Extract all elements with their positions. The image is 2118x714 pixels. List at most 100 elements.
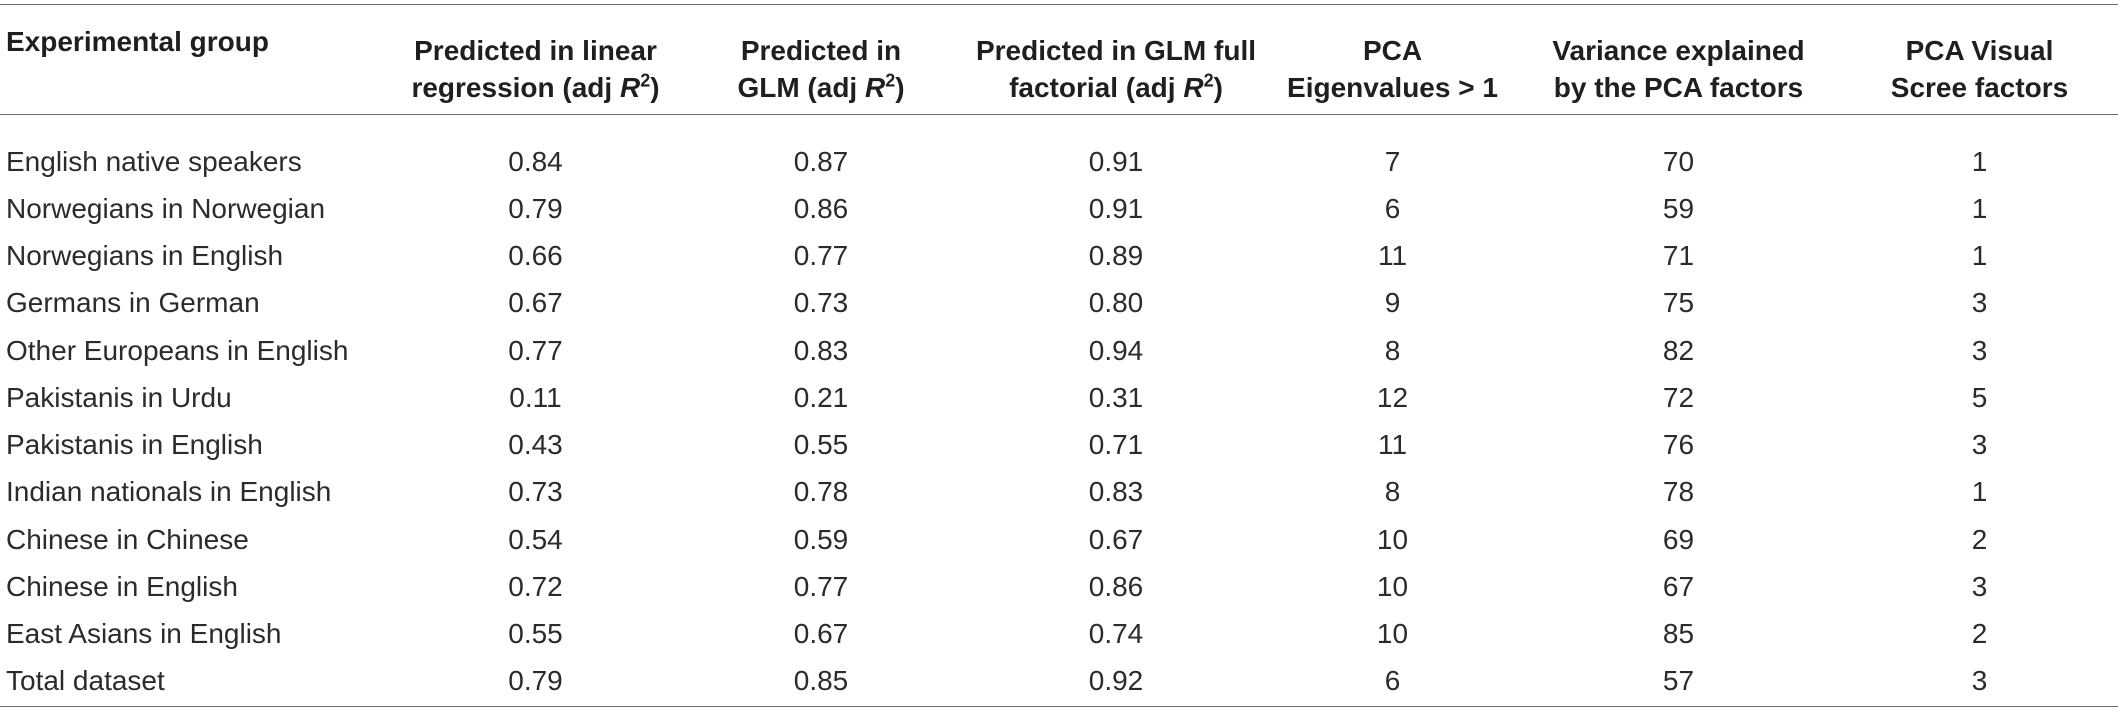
cell-pca-eigenvalues: 8 — [1384, 334, 1401, 366]
cell-variance-explained: 57 — [1662, 665, 1695, 697]
cell-glm: 0.55 — [793, 429, 849, 461]
cell-pca-eigenvalues: 10 — [1376, 618, 1409, 650]
header-pca-eigenvalues: PCA Eigenvalues > 1 — [1269, 5, 1516, 132]
table-bottom-rule — [0, 706, 2118, 707]
header-label-line2: Eigenvalues > 1 — [1287, 71, 1498, 103]
cell-variance-explained: 69 — [1662, 523, 1695, 555]
cell-experimental-group: Pakistanis in English — [6, 429, 263, 461]
cell-pca-eigenvalues: 10 — [1376, 523, 1409, 555]
header-label-close: ) — [1213, 71, 1223, 103]
header-label-line2: GLM (adj — [737, 71, 865, 103]
cell-pca-eigenvalues: 11 — [1377, 429, 1408, 461]
cell-glm-full-factorial: 0.83 — [1088, 476, 1144, 508]
table-row: English native speakers 0.84 0.87 0.91 7 70 1 — [0, 132, 2118, 185]
header-label-line1: Variance explained — [1552, 34, 1805, 66]
cell-pca-visual-scree: 3 — [1971, 287, 1988, 319]
header-label-line2: Scree factors — [1890, 71, 2069, 103]
cell-linear-regression: 0.67 — [508, 287, 563, 319]
cell-pca-eigenvalues: 12 — [1376, 381, 1409, 413]
header-superscript: 2 — [885, 70, 896, 91]
cell-variance-explained: 70 — [1662, 145, 1695, 177]
header-label-line1: PCA — [1362, 34, 1423, 66]
header-label-line1: Predicted in linear — [414, 34, 657, 66]
header-label-close: ) — [895, 71, 905, 103]
table-row: Pakistanis in Urdu 0.11 0.21 0.31 12 72 5 — [0, 374, 2118, 421]
cell-linear-regression: 0.77 — [508, 334, 563, 366]
cell-experimental-group: English native speakers — [6, 145, 302, 177]
header-label-line1: Predicted in GLM full — [975, 34, 1256, 66]
header-experimental-group: Experimental group — [0, 5, 392, 132]
cell-pca-visual-scree: 2 — [1971, 618, 1988, 650]
cell-glm: 0.77 — [793, 240, 849, 272]
cell-linear-regression: 0.55 — [508, 618, 563, 650]
results-table: Experimental group Predicted in linear r… — [0, 5, 2118, 705]
cell-linear-regression: 0.66 — [508, 240, 563, 272]
cell-variance-explained: 59 — [1662, 192, 1695, 224]
cell-experimental-group: Chinese in Chinese — [6, 523, 249, 555]
cell-linear-regression: 0.79 — [508, 665, 563, 697]
cell-experimental-group: Indian nationals in English — [6, 476, 332, 508]
header-pca-visual-scree: PCA Visual Scree factors — [1841, 5, 2118, 132]
header-label: Experimental group — [6, 26, 269, 57]
cell-pca-visual-scree: 2 — [1971, 523, 1988, 555]
table-row: Norwegians in Norwegian 0.79 0.86 0.91 6 59 1 — [0, 185, 2118, 232]
cell-pca-eigenvalues: 6 — [1384, 665, 1401, 697]
table-top-rule — [0, 4, 2118, 5]
cell-glm-full-factorial: 0.91 — [1088, 145, 1144, 177]
cell-experimental-group: Other Europeans in English — [6, 334, 349, 366]
cell-variance-explained: 67 — [1662, 570, 1695, 602]
cell-glm: 0.59 — [793, 523, 849, 555]
cell-linear-regression: 0.73 — [508, 476, 563, 508]
cell-glm-full-factorial: 0.92 — [1088, 665, 1144, 697]
table-row: Germans in German 0.67 0.73 0.80 9 75 3 — [0, 280, 2118, 327]
header-glm-full-factorial: Predicted in GLM full factorial (adj R2) — [963, 5, 1269, 132]
header-variable: R — [619, 71, 641, 103]
cell-experimental-group: Norwegians in English — [6, 240, 284, 272]
table-row: Indian nationals in English 0.73 0.78 0.83 8… — [0, 469, 2118, 516]
cell-glm-full-factorial: 0.74 — [1088, 618, 1144, 650]
header-variable: R — [864, 71, 886, 103]
cell-pca-visual-scree: 3 — [1971, 570, 1988, 602]
header-glm: Predicted in GLM (adj R2) — [679, 5, 963, 132]
header-label-line1: Predicted in — [740, 34, 902, 66]
table-row: Pakistanis in English 0.43 0.55 0.71 11 76 3 — [0, 422, 2118, 469]
cell-glm-full-factorial: 0.94 — [1088, 334, 1144, 366]
cell-glm: 0.87 — [793, 145, 849, 177]
header-superscript: 2 — [640, 70, 651, 91]
cell-variance-explained: 82 — [1662, 334, 1695, 366]
table-header: Experimental group Predicted in linear r… — [0, 5, 2118, 132]
header-label-line1: PCA Visual — [1905, 34, 2054, 66]
table-row: Chinese in English 0.72 0.77 0.86 10 67 3 — [0, 563, 2118, 610]
header-label-line2: factorial (adj — [1009, 71, 1184, 103]
cell-experimental-group: Norwegians in Norwegian — [6, 192, 326, 224]
cell-pca-eigenvalues: 11 — [1377, 240, 1408, 272]
header-linear-regression: Predicted in linear regression (adj R2) — [392, 5, 679, 132]
cell-linear-regression: 0.72 — [508, 570, 563, 602]
cell-linear-regression: 0.79 — [508, 192, 563, 224]
cell-glm: 0.85 — [793, 665, 849, 697]
cell-variance-explained: 72 — [1662, 381, 1695, 413]
cell-linear-regression: 0.11 — [509, 381, 562, 413]
cell-experimental-group: Chinese in English — [6, 570, 238, 602]
cell-pca-eigenvalues: 10 — [1376, 570, 1409, 602]
cell-glm-full-factorial: 0.71 — [1088, 429, 1144, 461]
header-row: Experimental group Predicted in linear r… — [0, 5, 2118, 132]
cell-pca-visual-scree: 5 — [1971, 381, 1988, 413]
cell-pca-visual-scree: 1 — [1971, 476, 1988, 508]
table-body: English native speakers 0.84 0.87 0.91 7 70 1 N… — [0, 132, 2118, 705]
cell-variance-explained: 75 — [1662, 287, 1695, 319]
cell-pca-visual-scree: 3 — [1971, 665, 1988, 697]
table-row: Chinese in Chinese 0.54 0.59 0.67 10 69 2 — [0, 516, 2118, 563]
cell-glm: 0.77 — [793, 570, 849, 602]
header-label-close: ) — [650, 71, 660, 103]
cell-glm-full-factorial: 0.31 — [1088, 381, 1144, 413]
cell-glm: 0.73 — [793, 287, 849, 319]
cell-glm-full-factorial: 0.86 — [1088, 570, 1144, 602]
cell-pca-visual-scree: 3 — [1971, 334, 1988, 366]
header-variance-explained: Variance explained by the PCA factors — [1516, 5, 1841, 132]
cell-glm: 0.21 — [793, 381, 849, 413]
cell-pca-eigenvalues: 7 — [1384, 145, 1401, 177]
cell-linear-regression: 0.54 — [508, 523, 563, 555]
cell-glm-full-factorial: 0.91 — [1088, 192, 1144, 224]
